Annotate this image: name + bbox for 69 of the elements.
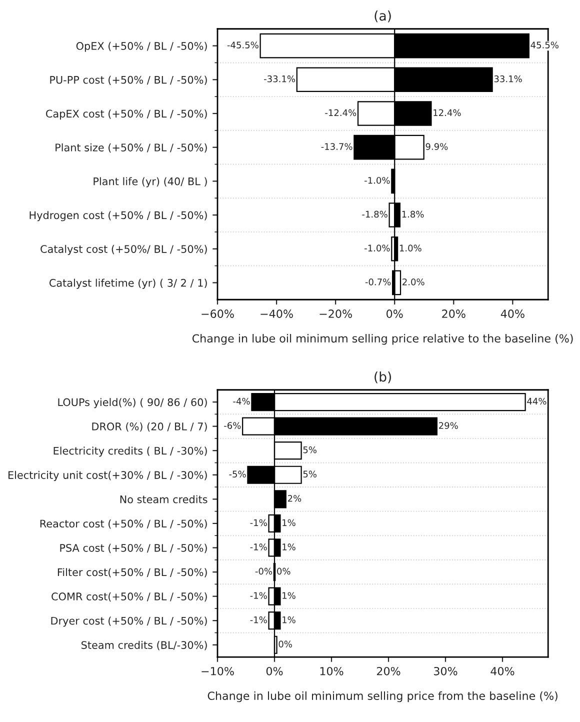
y-tick-label: No steam credits	[120, 495, 208, 504]
y-tick-label: Dryer cost (+50% / BL / -50%)	[51, 616, 207, 627]
x-axis-title: Change in lube oil minimum selling price relative to the baseline (%)	[192, 334, 573, 345]
chart-title: (a)	[374, 10, 391, 22]
data-label: -1.8%	[362, 210, 388, 218]
x-tick-label: 0%	[266, 666, 283, 676]
x-tick-label: 20%	[442, 310, 466, 318]
data-label: -5%	[229, 470, 246, 478]
data-label: 12.4%	[434, 109, 461, 116]
data-label: -1%	[250, 544, 267, 550]
data-label: 1%	[282, 616, 296, 624]
data-label: 5%	[303, 446, 317, 454]
data-label: 1.8%	[402, 210, 424, 218]
data-label: -1%	[250, 592, 267, 599]
y-tick-label: Plant life (yr) (40/ BL )	[94, 177, 207, 188]
data-label: 1%	[282, 544, 296, 550]
x-tick-label: −60%	[202, 310, 234, 318]
y-tick-label: Steam credits (BL/-30%)	[82, 640, 207, 650]
x-tick-label: 40%	[490, 666, 514, 676]
data-label: -6%	[224, 422, 241, 429]
data-label: 5%	[303, 470, 317, 478]
y-tick-label: LOUPs yield(%) ( 90/ 86 / 60)	[58, 398, 207, 408]
data-label: 0%	[278, 640, 292, 648]
x-tick-label: 0%	[386, 310, 403, 318]
data-label: 44%	[527, 398, 546, 405]
y-tick-label: CapEX cost (+50% / BL / -50%)	[46, 110, 207, 120]
x-tick-label: 10%	[320, 666, 344, 676]
data-label: -1.0%	[364, 244, 390, 252]
y-tick-label: COMR cost(+50% / BL / -50%)	[52, 592, 207, 602]
y-tick-label: PU-PP cost (+50% / BL / -50%)	[50, 76, 207, 85]
chart-title: (b)	[374, 372, 391, 384]
data-label: 1%	[282, 519, 296, 526]
data-label: -13.7%	[321, 143, 352, 150]
x-tick-label: −20%	[320, 310, 352, 318]
data-label: 2.0%	[402, 278, 424, 286]
y-tick-label: Catalyst lifetime (yr) ( 3/ 2 / 1)	[49, 278, 207, 289]
data-label: -1.0%	[364, 176, 390, 184]
data-label: -1%	[250, 616, 267, 624]
x-tick-label: 20%	[376, 666, 400, 676]
data-label: -0%	[255, 568, 272, 575]
y-tick-label: OpEX (+50% / BL / -50%)	[76, 42, 207, 52]
y-tick-label: Hydrogen cost (+50% / BL / -50%)	[30, 211, 207, 222]
data-label: -4%	[233, 398, 250, 405]
data-label: 45.5%	[530, 42, 558, 48]
y-tick-label: Plant size (+50% / BL / -50%)	[56, 143, 207, 153]
x-tick-label: 30%	[434, 666, 458, 676]
y-tick-label: Electricity credits ( BL / -30%)	[54, 446, 207, 457]
data-label: -45.5%	[227, 42, 258, 48]
data-label: 29%	[439, 422, 458, 429]
x-axis-title: Change in lube oil minimum selling price from the baseline (%)	[208, 691, 558, 702]
data-label: 0%	[277, 568, 290, 575]
y-tick-label: Filter cost(+50% / BL / -50%)	[58, 568, 207, 578]
x-tick-label: 40%	[500, 310, 524, 318]
data-label: 33.1%	[494, 75, 522, 82]
x-tick-label: −10%	[202, 666, 234, 676]
data-label: 9.9%	[426, 143, 448, 150]
y-tick-label: Electricity unit cost(+30% / BL / -30%)	[8, 470, 207, 482]
data-label: 1%	[282, 592, 296, 599]
data-label: -12.4%	[325, 109, 356, 116]
data-label: 1.0%	[400, 244, 422, 252]
data-label: -1%	[250, 519, 267, 526]
y-tick-label: PSA cost (+50% / BL / -50%)	[60, 544, 207, 554]
y-tick-label: Reactor cost (+50% / BL / -50%)	[40, 520, 207, 529]
data-label: -33.1%	[264, 75, 296, 82]
x-tick-label: −40%	[260, 310, 293, 318]
y-tick-label: Catalyst cost (+50%/ BL / -50%)	[40, 244, 207, 255]
y-tick-label: DROR (%) (20 / BL / 7)	[92, 422, 207, 432]
data-label: 2%	[288, 494, 302, 502]
data-label: -0.7%	[365, 278, 391, 286]
